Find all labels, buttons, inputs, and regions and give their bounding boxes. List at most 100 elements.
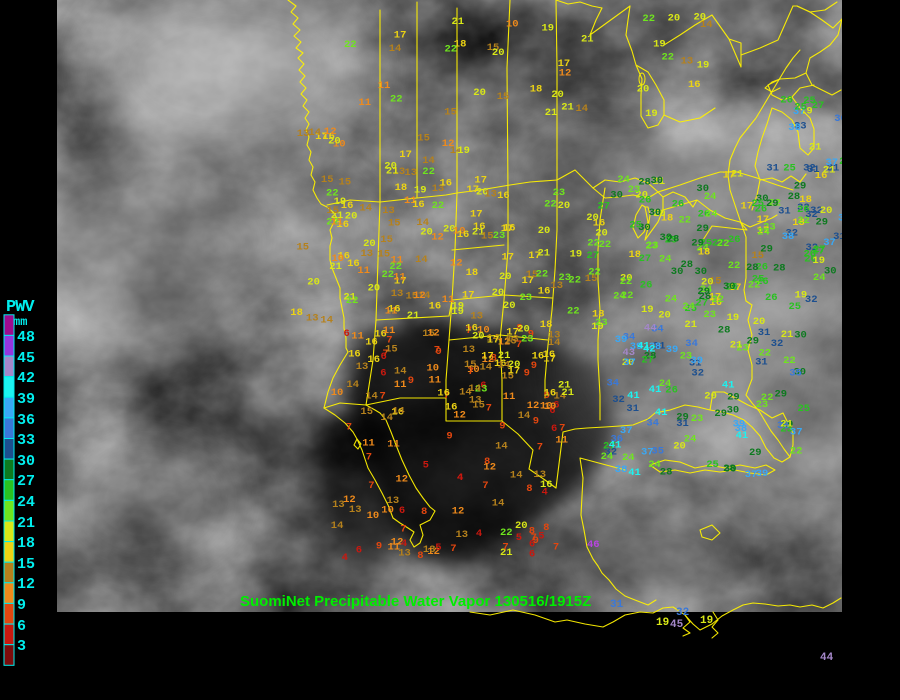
svg-text:17: 17 — [474, 175, 487, 187]
svg-text:20: 20 — [558, 200, 571, 212]
svg-text:15: 15 — [481, 230, 494, 242]
svg-text:13: 13 — [356, 361, 369, 373]
svg-text:17: 17 — [522, 275, 535, 287]
svg-text:21: 21 — [407, 310, 420, 322]
svg-text:28: 28 — [718, 324, 731, 336]
svg-text:15: 15 — [472, 400, 485, 412]
svg-text:22: 22 — [599, 239, 612, 251]
svg-text:31: 31 — [610, 599, 624, 611]
svg-text:14: 14 — [468, 383, 481, 395]
svg-text:13: 13 — [681, 56, 694, 68]
svg-text:21: 21 — [343, 292, 356, 304]
svg-text:10: 10 — [544, 401, 557, 413]
svg-text:8: 8 — [526, 483, 532, 495]
svg-text:37: 37 — [641, 447, 654, 459]
svg-text:18: 18 — [592, 309, 605, 321]
svg-text:16: 16 — [348, 348, 361, 360]
svg-text:24: 24 — [601, 451, 614, 463]
svg-text:5: 5 — [435, 542, 441, 554]
svg-text:7: 7 — [380, 391, 386, 403]
svg-text:12: 12 — [413, 290, 426, 302]
svg-text:14: 14 — [394, 366, 407, 378]
svg-text:13: 13 — [349, 504, 362, 516]
svg-text:20: 20 — [492, 47, 505, 59]
svg-text:15: 15 — [444, 107, 457, 119]
svg-text:12: 12 — [559, 68, 572, 80]
svg-text:37: 37 — [826, 157, 839, 169]
svg-text:30: 30 — [723, 281, 736, 293]
svg-text:29: 29 — [676, 412, 689, 424]
svg-text:30: 30 — [794, 330, 807, 342]
svg-text:20: 20 — [368, 282, 381, 294]
svg-text:14: 14 — [365, 391, 378, 403]
svg-text:30: 30 — [649, 207, 662, 219]
svg-text:24: 24 — [682, 301, 695, 313]
svg-text:14: 14 — [492, 498, 505, 510]
svg-text:5: 5 — [538, 531, 544, 543]
svg-text:18: 18 — [530, 83, 543, 95]
svg-text:6: 6 — [399, 505, 405, 517]
svg-text:22: 22 — [432, 200, 445, 212]
svg-text:34: 34 — [685, 338, 698, 350]
svg-text:29: 29 — [727, 392, 740, 404]
svg-text:32: 32 — [676, 607, 689, 619]
svg-text:32: 32 — [612, 394, 625, 406]
svg-text:28: 28 — [773, 263, 786, 275]
svg-text:12: 12 — [324, 126, 337, 138]
svg-text:27: 27 — [17, 473, 35, 490]
svg-text:SuomiNet Precipitable Water Va: SuomiNet Precipitable Water Vapor 130516… — [240, 593, 591, 610]
svg-text:22: 22 — [783, 355, 796, 367]
svg-text:27: 27 — [812, 100, 825, 112]
svg-text:20: 20 — [551, 89, 564, 101]
svg-text:19: 19 — [570, 248, 583, 260]
svg-text:16: 16 — [457, 229, 470, 241]
svg-text:13: 13 — [456, 529, 469, 541]
svg-text:6: 6 — [529, 549, 535, 561]
svg-text:9: 9 — [376, 541, 382, 553]
svg-text:30: 30 — [651, 175, 664, 187]
svg-text:24: 24 — [659, 253, 672, 265]
svg-text:22: 22 — [712, 294, 725, 306]
svg-text:31: 31 — [755, 357, 768, 369]
svg-text:27: 27 — [639, 253, 652, 265]
svg-text:23: 23 — [558, 272, 571, 284]
svg-text:14: 14 — [389, 43, 402, 55]
svg-text:11: 11 — [358, 97, 371, 109]
svg-text:22: 22 — [390, 93, 403, 105]
svg-text:25: 25 — [794, 102, 807, 114]
svg-text:43: 43 — [623, 347, 636, 359]
svg-text:24: 24 — [665, 294, 678, 306]
svg-text:13: 13 — [382, 205, 395, 217]
svg-text:22: 22 — [621, 290, 634, 302]
svg-text:12: 12 — [17, 576, 35, 593]
svg-text:23: 23 — [645, 240, 658, 252]
svg-text:14: 14 — [346, 379, 359, 391]
svg-text:12: 12 — [396, 473, 409, 485]
svg-text:20: 20 — [637, 83, 650, 95]
svg-text:45: 45 — [17, 350, 35, 367]
svg-text:26: 26 — [639, 194, 652, 206]
svg-text:13: 13 — [484, 189, 497, 201]
svg-text:37: 37 — [745, 469, 758, 481]
svg-text:21: 21 — [329, 261, 342, 273]
svg-text:36: 36 — [834, 113, 847, 125]
svg-text:7: 7 — [502, 542, 508, 554]
svg-text:14: 14 — [510, 470, 523, 482]
svg-text:41: 41 — [609, 440, 622, 452]
svg-text:14: 14 — [495, 441, 508, 453]
svg-text:20: 20 — [517, 324, 530, 336]
svg-text:22: 22 — [445, 43, 458, 55]
svg-text:20: 20 — [820, 205, 833, 217]
svg-text:19: 19 — [700, 615, 713, 627]
svg-text:24: 24 — [622, 452, 635, 464]
svg-text:12: 12 — [452, 506, 465, 518]
svg-text:10: 10 — [381, 504, 394, 516]
svg-text:7: 7 — [559, 422, 565, 434]
svg-text:11: 11 — [394, 379, 407, 391]
svg-text:30: 30 — [727, 404, 740, 416]
svg-text:17: 17 — [508, 366, 521, 378]
svg-text:7: 7 — [531, 532, 537, 544]
svg-text:11: 11 — [331, 217, 344, 229]
svg-text:17: 17 — [462, 290, 475, 302]
svg-text:18: 18 — [466, 267, 479, 279]
